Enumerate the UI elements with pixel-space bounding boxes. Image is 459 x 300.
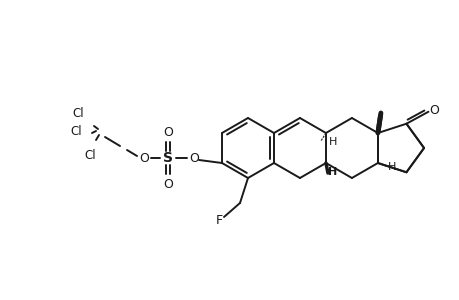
Text: O: O xyxy=(163,125,173,139)
Text: O: O xyxy=(189,152,199,164)
Text: H: H xyxy=(328,137,336,147)
Text: F: F xyxy=(215,214,222,227)
Text: O: O xyxy=(429,104,438,117)
Text: O: O xyxy=(139,152,149,164)
Text: H: H xyxy=(387,162,395,172)
Text: Cl: Cl xyxy=(72,106,84,119)
Text: S: S xyxy=(162,151,173,165)
Text: H: H xyxy=(328,167,337,177)
Text: O: O xyxy=(163,178,173,190)
Text: Cl: Cl xyxy=(70,124,82,137)
Text: Cl: Cl xyxy=(84,148,95,161)
